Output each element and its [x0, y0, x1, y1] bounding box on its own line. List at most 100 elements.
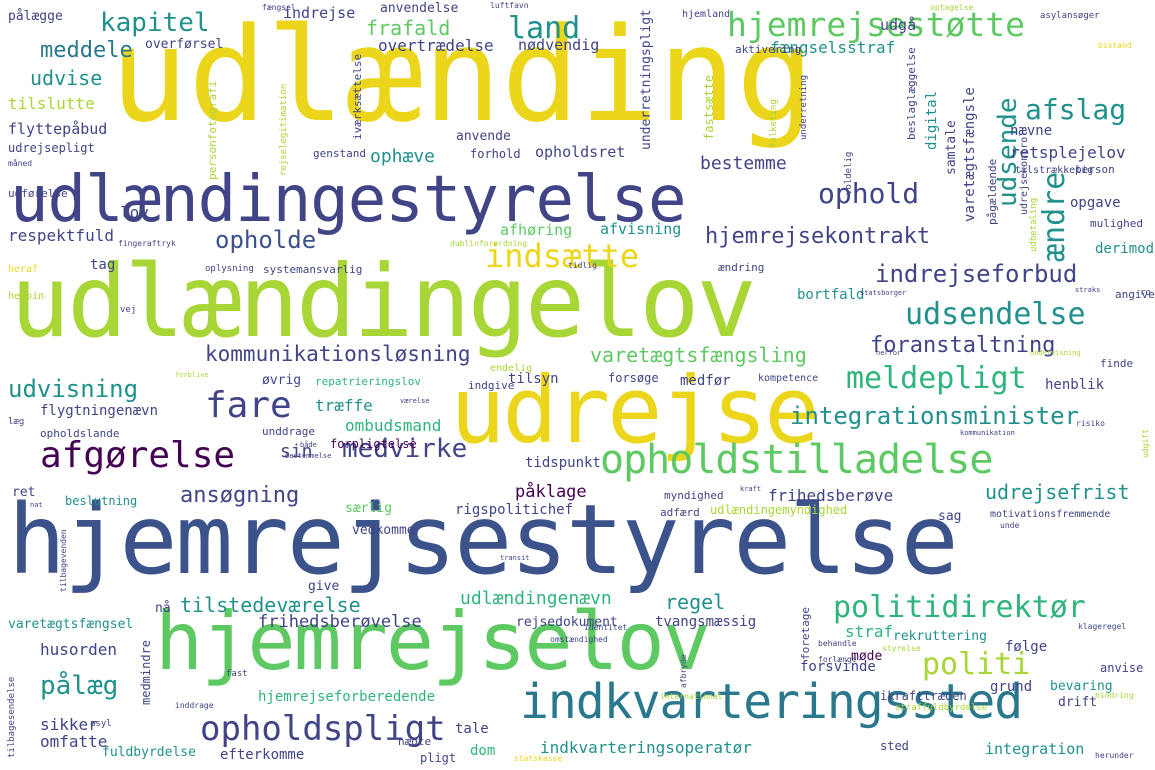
- word: fare: [205, 385, 292, 426]
- word: tilbagevenden: [59, 529, 68, 592]
- word: adfærd: [660, 506, 700, 519]
- word: indkvarteringsoperatør: [540, 738, 752, 757]
- word: dom: [470, 743, 496, 759]
- word: tidlig: [568, 261, 597, 270]
- word: indkvarteringssted: [520, 674, 1023, 730]
- word: foretage: [799, 607, 812, 660]
- word: underretningspligt: [639, 9, 654, 150]
- word: underretning: [799, 74, 809, 140]
- word: straffuldbyrdelse: [895, 703, 988, 713]
- word: omstændighed: [550, 635, 608, 644]
- word: tale: [455, 721, 489, 737]
- word: afhøring: [500, 221, 573, 239]
- word: påklage: [515, 482, 587, 502]
- word: indrejse: [283, 4, 356, 22]
- word: udvise: [30, 66, 103, 90]
- word: land: [508, 11, 581, 46]
- word: forlænge: [818, 655, 857, 664]
- word: udlændingelov: [10, 243, 757, 360]
- word: angive: [1115, 288, 1155, 301]
- word: aktivering: [735, 43, 802, 56]
- word: hjemrejsestyrelse: [8, 484, 959, 596]
- word: hjemland: [682, 9, 731, 20]
- word: flygtningenævn: [40, 403, 159, 419]
- word: udlændingenævn: [460, 588, 612, 609]
- word: opholdsret: [535, 143, 626, 161]
- word: unde: [1000, 521, 1020, 530]
- word: systemansvarlig: [263, 263, 363, 276]
- word: integrationsminister: [790, 402, 1079, 430]
- word: ændre: [1037, 171, 1072, 262]
- word: asylansøger: [1040, 11, 1100, 21]
- word: heroin: [8, 291, 45, 302]
- word: finde: [1100, 357, 1134, 370]
- word: udlænding: [110, 0, 815, 151]
- word: sted: [880, 739, 909, 753]
- word: medmindre: [139, 639, 153, 705]
- word: afgørelse: [40, 435, 236, 476]
- word: udgå: [880, 16, 917, 34]
- word: indrejseforbud: [875, 260, 1078, 288]
- word: pålægge: [8, 9, 63, 24]
- word: fast: [226, 669, 248, 679]
- word: straf: [845, 622, 894, 641]
- word: tvangsmæssig: [655, 614, 757, 630]
- word: omfatte: [40, 732, 108, 751]
- word: vedkomme: [352, 523, 415, 538]
- word: anvendelse: [380, 1, 459, 16]
- word: motivationsfremmende: [990, 509, 1111, 520]
- word: bestemmelse: [285, 452, 332, 460]
- word: klageregel: [1078, 622, 1127, 631]
- word: kommunikationsløsning: [205, 342, 471, 366]
- word: udgift: [1141, 429, 1150, 458]
- word: transit: [500, 554, 530, 562]
- word: anvende: [456, 129, 511, 144]
- word: udlændingestyrelse: [10, 163, 687, 237]
- word: kompetence: [758, 373, 819, 384]
- word: frihedsberøvelse: [258, 612, 422, 632]
- word: varetægtsfængsling: [590, 343, 807, 367]
- word: regel: [665, 590, 726, 614]
- word: varetægtsfængsel: [8, 617, 134, 632]
- word: sin: [280, 441, 313, 462]
- word: ro: [1140, 288, 1151, 298]
- word: ret: [12, 485, 36, 500]
- word: bestemme: [700, 153, 787, 174]
- word: både: [300, 441, 317, 449]
- word: herfor: [876, 349, 902, 357]
- word: hjemrejseforberedende: [258, 689, 436, 705]
- word: hindring: [1095, 691, 1134, 700]
- word: rejselegitimation: [279, 83, 289, 176]
- word: indsætte: [485, 237, 640, 275]
- word: bevaring: [1050, 679, 1113, 694]
- word: ophold: [818, 177, 920, 210]
- word: tilslutte: [8, 94, 95, 113]
- word: vej: [120, 305, 137, 315]
- word: tidspunkt: [525, 455, 601, 471]
- word: kraft: [740, 485, 762, 493]
- word: måned: [8, 159, 33, 168]
- word: herunder: [1095, 751, 1134, 760]
- word: integration: [985, 740, 1085, 758]
- word: udlændingemyndighed: [710, 503, 848, 517]
- word: overførsel: [145, 37, 224, 52]
- word: husorden: [40, 640, 118, 659]
- word: afslag: [1025, 93, 1127, 126]
- word: meldepligt: [846, 361, 1027, 396]
- word: opholdstilladelse: [600, 437, 993, 483]
- word: forhold: [470, 147, 521, 161]
- word: ikrafttræden: [880, 689, 967, 703]
- word: ansøgning: [180, 483, 300, 508]
- word: statsborger: [860, 289, 907, 297]
- word: digital: [924, 90, 940, 150]
- word: retsplejelov: [1010, 143, 1126, 162]
- word: repatrieringslov: [315, 375, 421, 388]
- word: medvirke: [342, 434, 468, 464]
- word: bortfald: [797, 287, 865, 303]
- word: fingeraftryk: [118, 239, 176, 248]
- word: heraf: [8, 264, 39, 275]
- word: hjemrejsekontrakt: [705, 224, 931, 249]
- word: meddele: [40, 38, 133, 63]
- word: efterkomme: [220, 747, 305, 763]
- word: mulighed: [1090, 217, 1143, 230]
